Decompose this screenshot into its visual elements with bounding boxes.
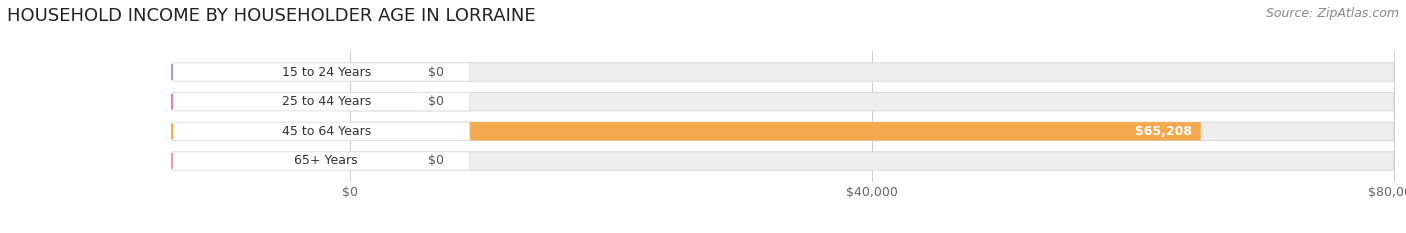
Text: $0: $0 xyxy=(427,95,444,108)
FancyBboxPatch shape xyxy=(172,93,470,111)
Text: $65,208: $65,208 xyxy=(1135,125,1192,138)
Text: $0: $0 xyxy=(427,65,444,79)
Text: 25 to 44 Years: 25 to 44 Years xyxy=(281,95,371,108)
FancyBboxPatch shape xyxy=(350,122,1393,140)
Text: 65+ Years: 65+ Years xyxy=(294,154,359,168)
FancyBboxPatch shape xyxy=(350,63,418,81)
Text: $0: $0 xyxy=(427,154,444,168)
Text: 45 to 64 Years: 45 to 64 Years xyxy=(281,125,371,138)
FancyBboxPatch shape xyxy=(350,152,418,170)
FancyBboxPatch shape xyxy=(350,122,1201,140)
Text: 15 to 24 Years: 15 to 24 Years xyxy=(281,65,371,79)
FancyBboxPatch shape xyxy=(172,152,470,170)
FancyBboxPatch shape xyxy=(172,63,470,81)
FancyBboxPatch shape xyxy=(350,152,1393,170)
FancyBboxPatch shape xyxy=(350,93,1393,111)
Text: HOUSEHOLD INCOME BY HOUSEHOLDER AGE IN LORRAINE: HOUSEHOLD INCOME BY HOUSEHOLDER AGE IN L… xyxy=(7,7,536,25)
FancyBboxPatch shape xyxy=(350,63,1393,81)
Text: Source: ZipAtlas.com: Source: ZipAtlas.com xyxy=(1265,7,1399,20)
FancyBboxPatch shape xyxy=(350,93,418,111)
FancyBboxPatch shape xyxy=(172,122,470,140)
